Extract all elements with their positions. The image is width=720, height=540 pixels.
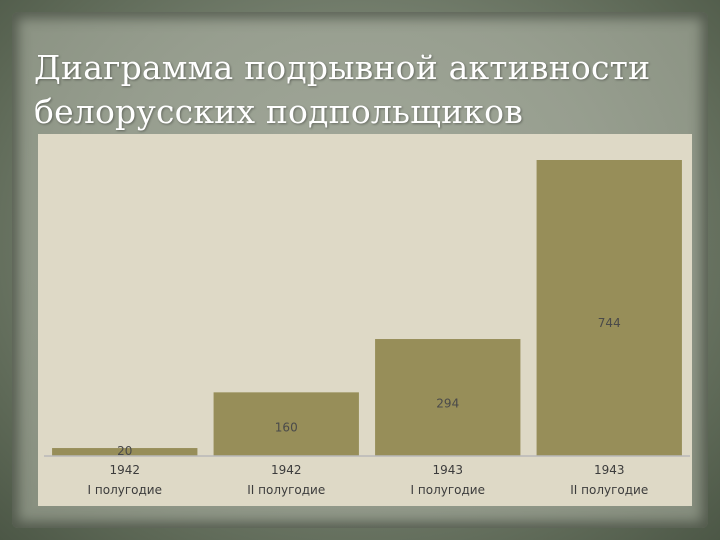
bar-4: [536, 160, 682, 456]
category-label-1-line-2: I полугодие: [88, 483, 162, 497]
bar-2: [213, 392, 359, 456]
data-label-3: 294: [436, 396, 459, 410]
category-label-2-line-2: II полугодие: [247, 483, 325, 497]
category-label-3-line-2: I полугодие: [411, 483, 485, 497]
bar-chart: 20 1942 I полугодие 160 1942 II полугодие 294 1…: [44, 160, 690, 497]
category-label-4-line-2: II полугодие: [570, 483, 648, 497]
data-label-2: 160: [275, 420, 298, 434]
chart-area: 20 1942 I полугодие 160 1942 II полугодие 294 1…: [38, 134, 692, 506]
data-label-1: 20: [117, 444, 132, 458]
data-label-4: 744: [598, 316, 621, 330]
category-label-2-line-1: 1942: [271, 463, 302, 477]
bar-3: [375, 339, 521, 456]
slide-title-line-1: Диаграмма подрывной активности: [34, 48, 651, 87]
slide-title-line-2: белорусских подпольщиков: [34, 92, 523, 131]
category-label-1-line-1: 1942: [109, 463, 140, 477]
slide-title: Диаграмма подрывной активности белорусск…: [34, 46, 694, 134]
category-label-4-line-1: 1943: [594, 463, 625, 477]
bar-1: [52, 448, 198, 456]
category-label-3-line-1: 1943: [432, 463, 463, 477]
